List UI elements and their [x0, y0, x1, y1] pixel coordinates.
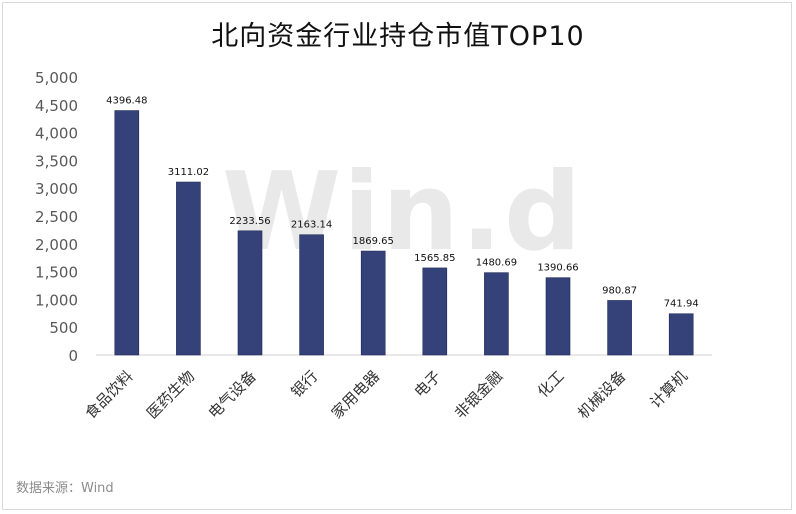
y-tick-label: 2,000: [35, 236, 78, 254]
x-tick-label: 机械设备: [574, 367, 629, 422]
bar: [545, 277, 571, 356]
data-label: 1565.85: [414, 253, 455, 264]
bar: [360, 250, 386, 356]
y-tick-label: 1,000: [35, 291, 78, 309]
source-note: 数据来源：Wind: [16, 481, 114, 496]
bar: [176, 181, 201, 356]
data-label: 741.94: [664, 299, 699, 310]
y-tick-label: 5,000: [35, 69, 78, 87]
x-tick-label: 银行: [287, 367, 321, 401]
x-tick-label: 医药生物: [143, 367, 198, 422]
x-tick-label: 电气设备: [205, 367, 260, 422]
x-tick-label: 家用电器: [328, 367, 383, 422]
x-tick-label: 食品饮料: [81, 367, 136, 422]
x-tick-label: 电子: [411, 367, 445, 401]
bar: [299, 234, 324, 356]
data-label: 2233.56: [229, 216, 270, 227]
data-label: 4396.48: [106, 96, 147, 107]
data-label: 1480.69: [476, 258, 517, 269]
x-tick-label: 非银金融: [451, 367, 506, 422]
x-tick-label: 化工: [534, 367, 568, 401]
watermark: Win.d: [222, 150, 584, 275]
y-tick-label: 1,500: [35, 264, 78, 282]
data-label: 3111.02: [168, 167, 209, 178]
chart-title: 北向资金行业持仓市值TOP10: [211, 21, 585, 52]
y-tick-label: 0: [68, 347, 78, 365]
bar: [607, 300, 632, 356]
data-label: 980.87: [602, 285, 637, 296]
bar: [484, 272, 509, 356]
y-tick-label: 500: [49, 319, 78, 337]
y-tick-label: 3,000: [35, 180, 78, 198]
bar: [237, 230, 263, 356]
data-label: 1869.65: [353, 236, 394, 247]
bar: [422, 267, 448, 356]
x-tick-label: 计算机: [646, 367, 691, 412]
y-tick-label: 4,500: [35, 97, 78, 115]
y-tick-label: 2,500: [35, 208, 78, 226]
data-label: 1390.66: [537, 263, 578, 274]
bar: [668, 313, 694, 356]
data-label: 2163.14: [291, 220, 332, 231]
y-tick-label: 4,000: [35, 125, 78, 143]
y-tick-label: 3,500: [35, 152, 78, 170]
bar: [114, 110, 140, 356]
